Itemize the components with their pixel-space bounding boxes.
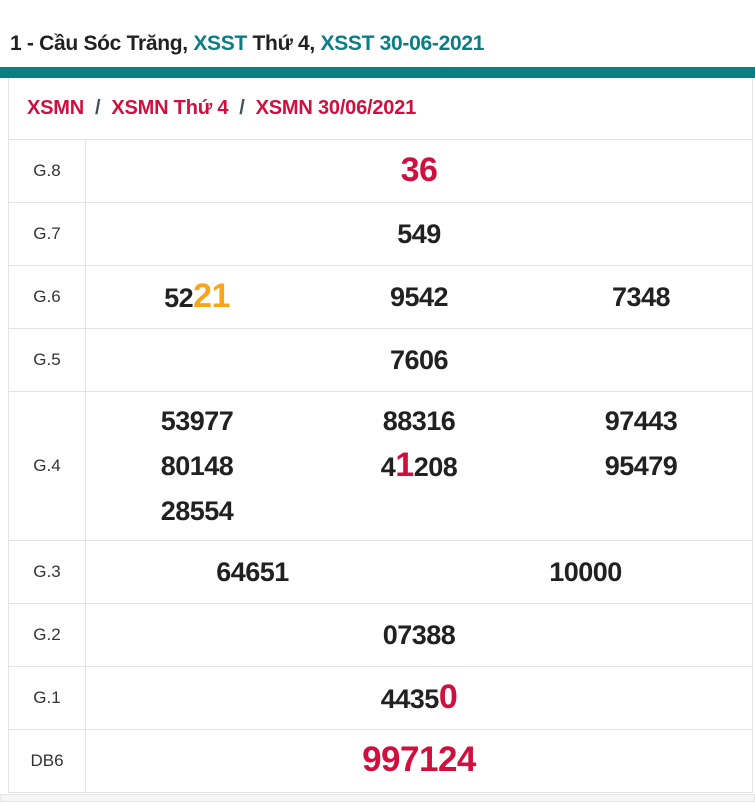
prize-row: G.2 07388 bbox=[9, 603, 752, 666]
page-title-station: 1 - Cầu Sóc Trăng, bbox=[10, 32, 194, 55]
prize-label: G.7 bbox=[9, 203, 86, 265]
page-title-date: XSST 30-06-2021 bbox=[320, 32, 485, 55]
prize-number: 10000 bbox=[549, 557, 622, 587]
prize-table-body: G.8 36 G.7 549 G.6 5221 9542 7348 G.5 7606 G.4 5397… bbox=[9, 139, 752, 792]
prize-values: 5221 9542 7348 bbox=[86, 266, 752, 328]
prize-number: 95479 bbox=[604, 451, 678, 481]
prize-label: G.4 bbox=[9, 392, 86, 540]
prize-label: G.8 bbox=[9, 140, 86, 202]
prize-number: 53977 bbox=[160, 406, 234, 436]
prize-number: 997124 bbox=[362, 740, 476, 779]
breadcrumb-link-xsmn-weekday[interactable]: XSMN Thứ 4 bbox=[111, 97, 229, 119]
prize-label: G.3 bbox=[9, 541, 86, 603]
prize-number: 549 bbox=[397, 219, 441, 249]
breadcrumb-link-xsmn-date[interactable]: XSMN 30/06/2021 bbox=[255, 97, 417, 119]
breadcrumb-separator: / bbox=[239, 97, 245, 119]
prize-number: 28554 bbox=[160, 496, 234, 526]
prize-row: G.6 5221 9542 7348 bbox=[9, 265, 752, 328]
breadcrumb-separator: / bbox=[94, 97, 101, 119]
prize-row: G.1 44350 bbox=[9, 666, 752, 729]
breadcrumb: XSMN / XSMN Thứ 4 / XSMN 30/06/2021 bbox=[9, 78, 752, 139]
prize-number: 7348 bbox=[611, 282, 671, 312]
prize-row: DB6 997124 bbox=[9, 729, 752, 792]
prize-label: G.6 bbox=[9, 266, 86, 328]
prize-number: 97443 bbox=[604, 406, 678, 436]
prize-row: G.8 36 bbox=[9, 139, 752, 202]
page-title-code: XSST bbox=[193, 32, 253, 55]
prize-values: 07388 bbox=[86, 604, 752, 666]
prize-number: 5221 bbox=[164, 277, 230, 315]
breadcrumb-link-xsmn[interactable]: XSMN bbox=[27, 97, 84, 119]
prize-label: G.1 bbox=[9, 667, 86, 729]
prize-values: 549 bbox=[86, 203, 752, 265]
prize-number: 41208 bbox=[380, 446, 458, 484]
prize-row: G.4 53977 88316 97443 80148 41208 95479 28554 bbox=[9, 391, 752, 540]
next-section-strip bbox=[0, 794, 755, 802]
prize-row: G.7 549 bbox=[9, 202, 752, 265]
prize-values: 44350 bbox=[86, 667, 752, 729]
prize-number: 7606 bbox=[389, 345, 449, 375]
prize-row: G.3 64651 10000 bbox=[9, 540, 752, 603]
lottery-result-table: XSMN / XSMN Thứ 4 / XSMN 30/06/2021 G.8 3… bbox=[8, 78, 753, 793]
prize-values: 36 bbox=[86, 140, 752, 202]
prize-label: DB6 bbox=[9, 730, 86, 792]
prize-number: 07388 bbox=[382, 620, 456, 650]
prize-values: 64651 10000 bbox=[86, 541, 752, 603]
prize-values: 997124 bbox=[86, 730, 752, 792]
prize-number: 44350 bbox=[380, 678, 458, 716]
prize-number: 88316 bbox=[382, 406, 456, 436]
prize-number: 9542 bbox=[389, 282, 449, 312]
prize-label: G.5 bbox=[9, 329, 86, 391]
prize-row: G.5 7606 bbox=[9, 328, 752, 391]
prize-number: 36 bbox=[400, 151, 438, 189]
prize-number: 80148 bbox=[160, 451, 234, 481]
page-title-weekday: Thứ 4, bbox=[252, 32, 321, 55]
page-title: 1 - Cầu Sóc Trăng, XSST Thứ 4, XSST 30-0… bbox=[0, 0, 755, 58]
prize-number: 64651 bbox=[216, 557, 289, 587]
prize-values: 53977 88316 97443 80148 41208 95479 28554 bbox=[86, 392, 752, 540]
prize-values: 7606 bbox=[86, 329, 752, 391]
prize-label: G.2 bbox=[9, 604, 86, 666]
teal-divider-bar bbox=[0, 67, 755, 78]
